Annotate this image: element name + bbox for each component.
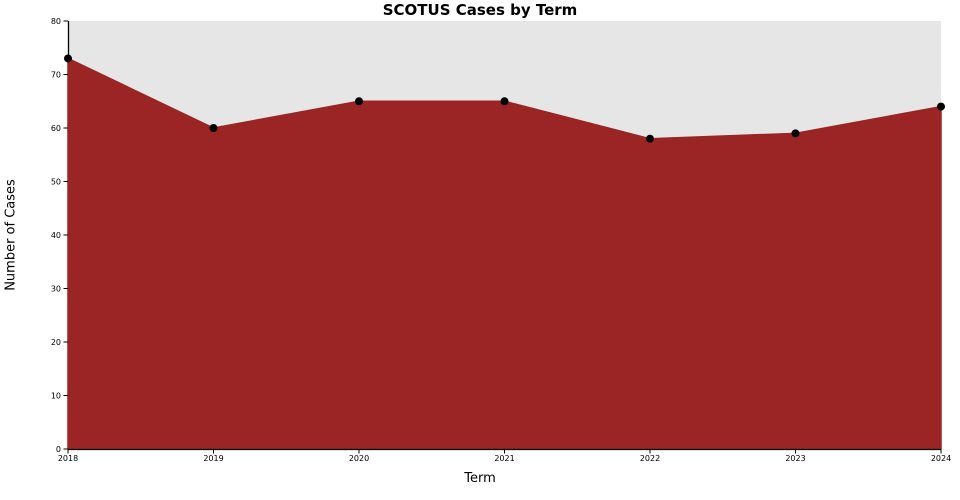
- x-tick-label: 2022: [640, 454, 660, 463]
- y-tick-label: 70: [51, 70, 61, 79]
- x-tick-label: 2024: [931, 454, 951, 463]
- y-tick-label: 80: [51, 17, 61, 26]
- x-tick-label: 2018: [58, 454, 78, 463]
- x-tick-label: 2019: [203, 454, 223, 463]
- data-point-marker: [500, 97, 509, 106]
- data-point-marker: [937, 102, 945, 111]
- area-series: [67, 57, 942, 450]
- x-axis-label: Term: [464, 471, 496, 486]
- x-tick-label: 2021: [494, 454, 514, 463]
- y-tick-label: 60: [51, 124, 61, 133]
- data-point-marker: [646, 134, 654, 143]
- y-tick-label: 40: [51, 231, 61, 240]
- y-axis-label: Number of Cases: [3, 179, 19, 291]
- y-tick-label: 10: [51, 391, 61, 400]
- y-tick-label: 50: [51, 177, 61, 186]
- data-point-marker: [355, 97, 363, 106]
- x-tick-label: 2020: [349, 454, 369, 463]
- y-tick-label: 30: [51, 284, 61, 293]
- y-tick-label: 20: [51, 338, 61, 347]
- data-point-marker: [791, 129, 800, 138]
- data-point-marker: [209, 124, 218, 132]
- data-point-marker: [64, 54, 72, 63]
- chart-title: SCOTUS Cases by Term: [382, 1, 578, 19]
- x-tick-label: 2023: [785, 454, 805, 463]
- y-tick-label: 0: [56, 445, 61, 454]
